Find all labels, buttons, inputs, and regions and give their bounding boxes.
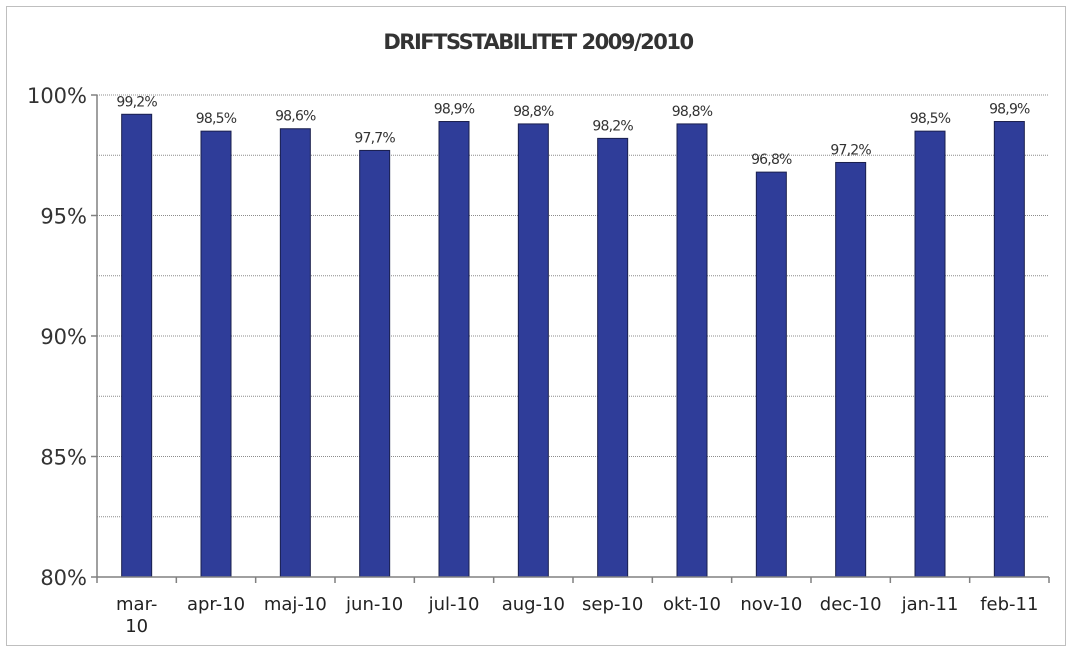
data-label: 98,8% — [513, 104, 554, 120]
y-tick-label: 90% — [40, 325, 87, 349]
data-label: 97,2% — [830, 142, 871, 158]
y-tick-labels: 80% 85% 90% 95% 100% — [27, 84, 87, 590]
data-label: 98,5% — [196, 111, 237, 127]
y-tick-label: 80% — [40, 566, 87, 590]
bar-aug-10 — [517, 123, 549, 578]
x-tick-labels: mar-10 apr-10 maj-10 jun-10 jul-10 aug-10 sep-… — [116, 594, 1038, 637]
bar-jul-10 — [438, 121, 470, 578]
data-label: 98,6% — [275, 109, 316, 125]
axes — [91, 94, 1050, 583]
y-tick-label: 95% — [40, 205, 87, 229]
y-tick-label: 85% — [40, 446, 87, 470]
bar-mar-10 — [121, 113, 153, 578]
x-tick-label: maj-10 — [264, 594, 327, 615]
x-tick-label: aug-10 — [502, 594, 565, 615]
x-tick-label: jan-11 — [901, 594, 959, 615]
data-label: 98,5% — [910, 111, 951, 127]
bars — [121, 113, 1025, 578]
bar-feb-11 — [993, 121, 1025, 578]
gridlines — [97, 94, 1049, 518]
bar-jan-11 — [914, 130, 946, 578]
data-label: 98,8% — [672, 104, 713, 120]
data-label: 99,2% — [116, 94, 157, 110]
data-label: 96,8% — [751, 152, 792, 168]
bar-apr-10 — [200, 130, 232, 578]
chart-title: DRIFTSSTABILITET 2009/2010 — [383, 30, 694, 54]
bar-nov-10 — [755, 171, 787, 578]
x-tick-label: nov-10 — [740, 594, 802, 615]
bar-jun-10 — [359, 149, 391, 578]
data-label: 98,2% — [592, 118, 633, 134]
x-tick-label: apr-10 — [187, 594, 245, 615]
data-label: 98,9% — [989, 102, 1030, 118]
bar-maj-10 — [279, 128, 311, 578]
x-tick-label: jun-10 — [345, 594, 403, 615]
bar-okt-10 — [676, 123, 708, 578]
x-tick-label: okt-10 — [663, 594, 721, 615]
y-tick-label: 100% — [27, 84, 87, 108]
bar-sep-10 — [597, 137, 629, 578]
x-tick-label: feb-11 — [980, 594, 1038, 615]
data-label: 98,9% — [434, 102, 475, 118]
x-tick-label: sep-10 — [582, 594, 643, 615]
x-tick-label: jul-10 — [428, 594, 480, 615]
x-tick-label: mar-10 — [116, 594, 157, 637]
x-tick-label: dec-10 — [820, 594, 882, 615]
bar-dec-10 — [835, 161, 867, 578]
data-labels: 99,2% 98,5% 98,6% 97,7% 98,9% 98,8% 98,2% 98,8%… — [116, 94, 1030, 168]
data-label: 97,7% — [354, 130, 395, 146]
